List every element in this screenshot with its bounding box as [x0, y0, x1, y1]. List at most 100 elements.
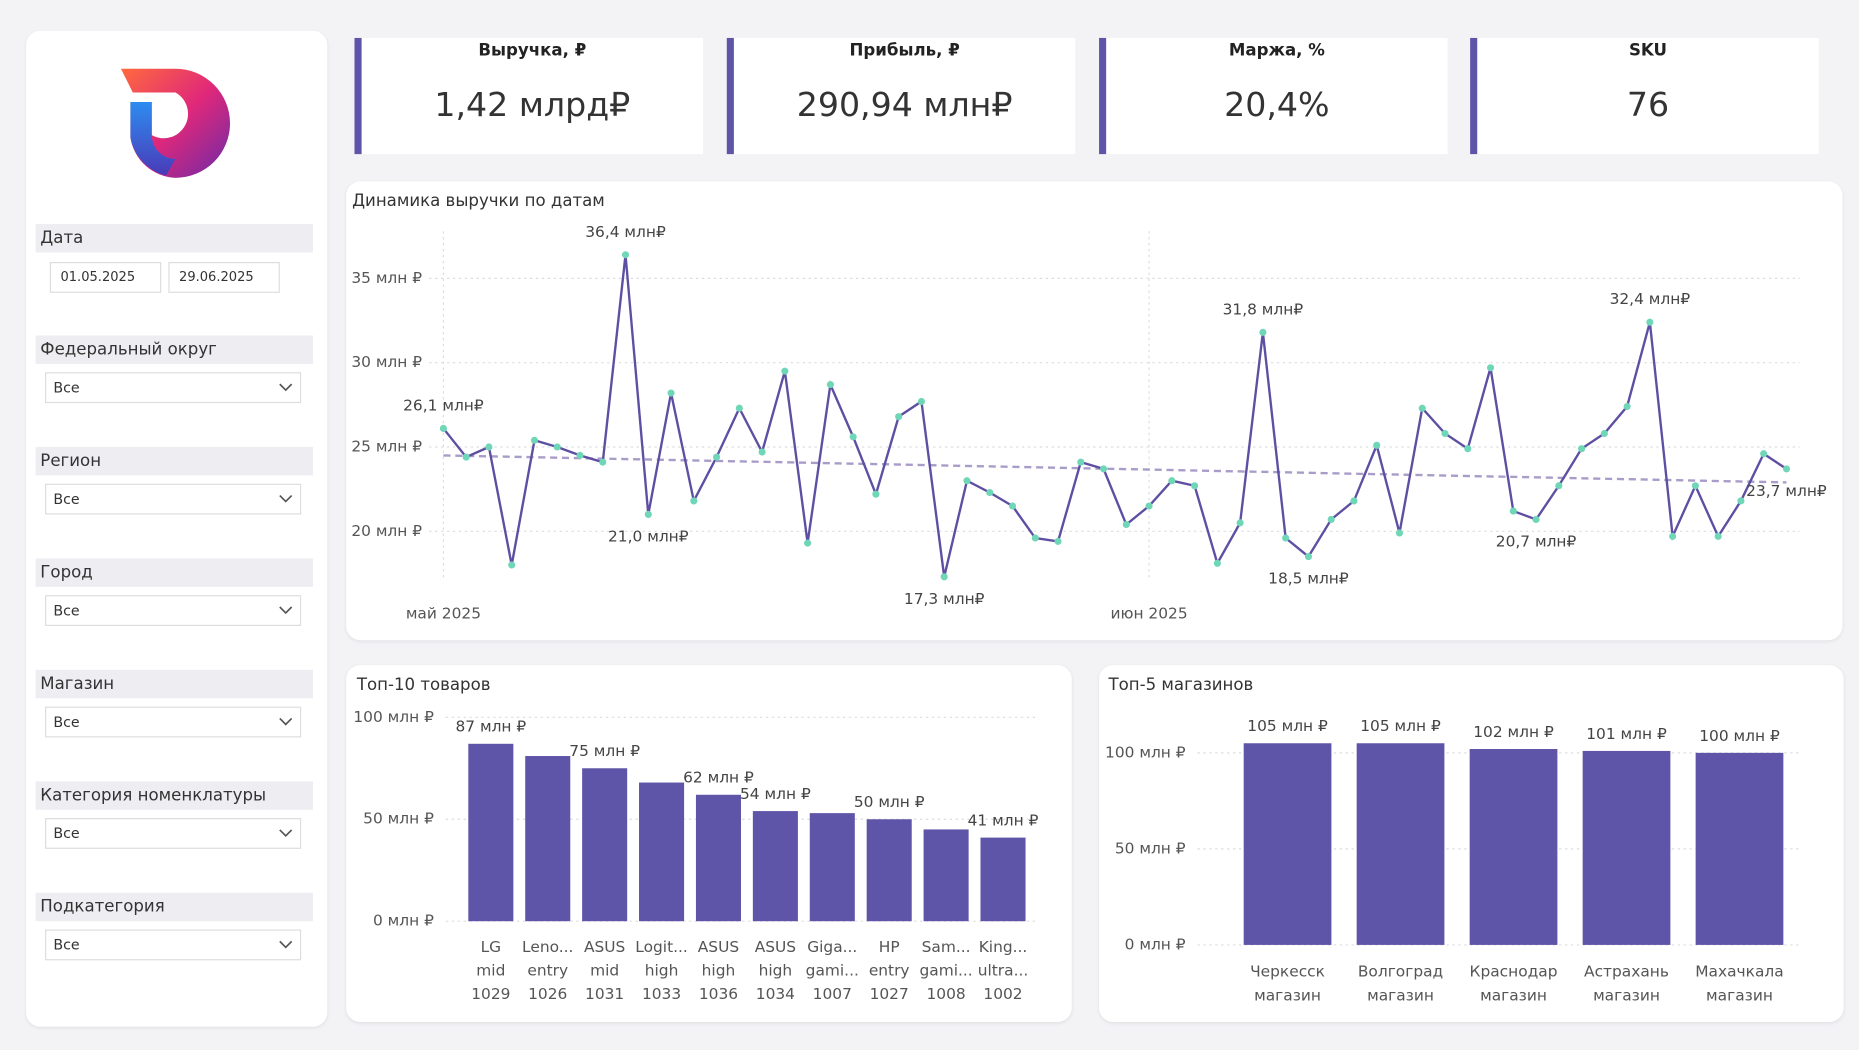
- chevron: [279, 717, 293, 726]
- y-tick-label: 20 млн ₽: [351, 522, 422, 540]
- point: [1782, 465, 1791, 473]
- dropdown-value: Все: [53, 825, 80, 842]
- chart-title: Топ-5 магазинов: [1108, 675, 1254, 694]
- point: [1691, 482, 1699, 490]
- point: [530, 436, 539, 444]
- dropdown[interactable]: Все: [45, 483, 302, 515]
- date-to[interactable]: 29.06.2025: [168, 262, 280, 293]
- point: [439, 424, 447, 433]
- x-tick-label: 1002: [983, 985, 1022, 1003]
- x-tick-label: gami...: [806, 961, 859, 979]
- bar: [866, 819, 912, 922]
- bar: [1582, 750, 1671, 945]
- point: [1623, 402, 1631, 411]
- point: [917, 397, 925, 406]
- point: [963, 477, 971, 485]
- data-label: 17,3 млн₽: [904, 590, 985, 608]
- point: [1555, 482, 1563, 490]
- x-tick-label: магазин: [1706, 986, 1773, 1004]
- point: [1646, 318, 1654, 326]
- dropdown[interactable]: Все: [45, 372, 302, 404]
- x-tick-label: Leno...: [522, 938, 573, 956]
- point: [667, 389, 675, 397]
- point: [1441, 429, 1449, 438]
- kpi-card: Выручка, ₽ 1,42 млрд₽: [354, 37, 704, 155]
- x-tick-label: 1036: [699, 985, 738, 1003]
- x-tick-label: магазин: [1367, 986, 1434, 1004]
- point: [1099, 465, 1108, 473]
- kpi-label: Выручка, ₽: [478, 41, 587, 61]
- point: [940, 573, 948, 581]
- dropdown-value: Все: [53, 936, 80, 954]
- x-tick-label: ASUS: [698, 938, 739, 956]
- dropdown[interactable]: Все: [45, 595, 302, 626]
- sidebar: [26, 30, 328, 1027]
- point: [576, 451, 584, 459]
- point: [1486, 364, 1495, 372]
- x-tick-label: mid: [590, 961, 619, 979]
- dropdown-value: Все: [53, 490, 80, 508]
- filter-label: Дата: [35, 224, 313, 253]
- point: [1600, 429, 1608, 438]
- x-tick-label: май 2025: [406, 605, 481, 623]
- x-tick-label: 1026: [528, 985, 567, 1003]
- point: [1418, 404, 1426, 412]
- date-from[interactable]: 01.05.2025: [49, 262, 162, 293]
- dropdown[interactable]: Все: [45, 706, 302, 738]
- x-tick-label: mid: [476, 961, 505, 979]
- point: [1145, 502, 1153, 510]
- x-tick-label: Logit...: [635, 938, 688, 956]
- bar: [639, 782, 685, 922]
- x-tick-label: 1033: [642, 985, 681, 1003]
- x-tick-label: 1031: [585, 985, 624, 1003]
- filter-label: Федеральный округ: [35, 335, 313, 364]
- bar: [695, 794, 741, 922]
- point: [508, 561, 516, 569]
- data-label: 26,1 млн₽: [403, 396, 484, 414]
- filter-label: Категория номенклатуры: [35, 781, 313, 810]
- point: [1191, 482, 1199, 490]
- bar: [1695, 752, 1784, 945]
- dropdown[interactable]: Все: [45, 818, 302, 849]
- data-label: 54 млн ₽: [740, 785, 811, 803]
- bar: [1356, 743, 1445, 945]
- bar: [582, 768, 628, 922]
- point: [485, 443, 493, 451]
- data-label: 105 млн ₽: [1360, 717, 1441, 735]
- dropdown[interactable]: Все: [45, 929, 302, 961]
- data-label: 32,4 млн₽: [1610, 290, 1691, 308]
- point: [644, 510, 652, 518]
- x-tick-label: 1027: [870, 985, 909, 1003]
- y-tick-label: 35 млн ₽: [351, 269, 422, 287]
- point: [1168, 477, 1176, 485]
- filter-label: Подкатегория: [35, 892, 313, 922]
- data-label: 23,7 млн₽: [1746, 482, 1827, 500]
- point: [1304, 553, 1312, 561]
- chevron: [279, 383, 293, 392]
- x-tick-label: ASUS: [755, 938, 796, 956]
- data-label: 41 млн ₽: [968, 811, 1039, 829]
- kpi-label: Маржа, %: [1228, 41, 1325, 61]
- point: [758, 448, 766, 456]
- x-tick-label: gami...: [919, 961, 972, 979]
- x-tick-label: Волгоград: [1358, 963, 1443, 981]
- point: [1122, 520, 1130, 529]
- y-tick-label: 100 млн ₽: [353, 708, 434, 726]
- x-tick-label: ultra...: [978, 961, 1029, 979]
- data-label: 31,8 млн₽: [1223, 300, 1304, 318]
- y-tick-label: 30 млн ₽: [351, 353, 422, 371]
- data-label: 87 млн ₽: [455, 718, 526, 736]
- point: [713, 453, 721, 461]
- x-tick-label: high: [702, 961, 736, 979]
- point: [1327, 515, 1335, 524]
- bar: [980, 837, 1026, 922]
- bar: [1469, 749, 1558, 945]
- kpi-value: 290,94 млн₽: [796, 85, 1013, 125]
- point: [895, 413, 903, 421]
- point: [735, 404, 743, 412]
- point: [826, 381, 834, 389]
- chart-title: Динамика выручки по датам: [352, 191, 605, 210]
- x-tick-label: high: [645, 961, 679, 979]
